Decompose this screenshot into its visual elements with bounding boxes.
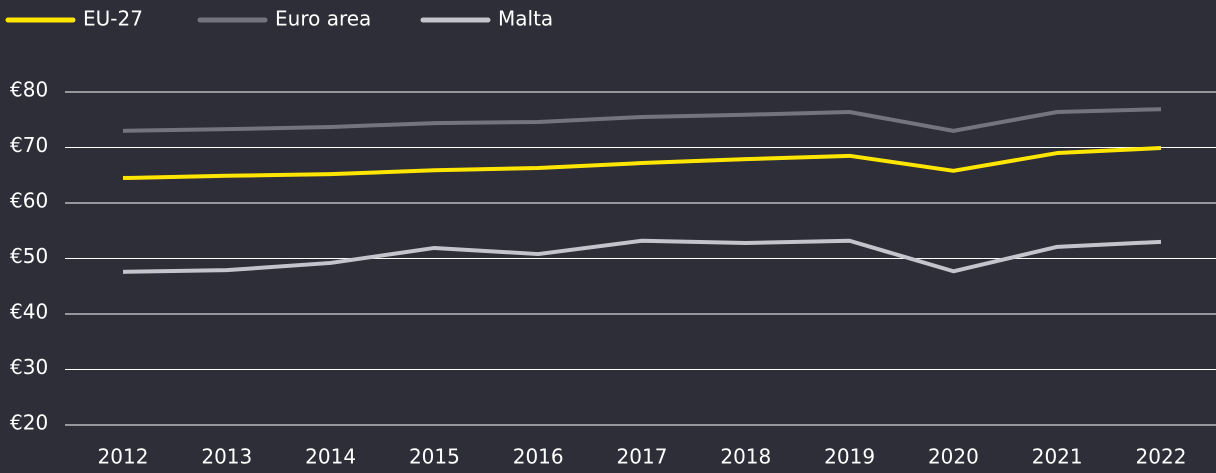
y-tick-label: €40 <box>10 300 48 324</box>
x-tick-label: 2022 <box>1136 445 1187 469</box>
legend-label: Malta <box>498 7 553 31</box>
y-tick-label: €80 <box>10 78 48 102</box>
x-tick-label: 2017 <box>617 445 668 469</box>
x-tick-label: 2020 <box>928 445 979 469</box>
x-tick-label: 2014 <box>305 445 356 469</box>
series-line <box>122 146 1162 181</box>
y-tick-label: €60 <box>10 189 48 213</box>
x-tick-label: 2016 <box>513 445 564 469</box>
y-tick-label: €70 <box>10 133 48 157</box>
x-tick-label: 2019 <box>824 445 875 469</box>
x-tick-label: 2015 <box>409 445 460 469</box>
x-tick-label: 2021 <box>1032 445 1083 469</box>
series-line <box>122 107 1162 133</box>
y-tick-label: €30 <box>10 355 48 379</box>
x-tick-label: 2013 <box>201 445 252 469</box>
y-tick-label: €50 <box>10 244 48 268</box>
legend-label: Euro area <box>275 7 371 31</box>
series-line <box>122 238 1162 274</box>
y-tick-label: €20 <box>10 411 48 435</box>
x-tick-label: 2018 <box>720 445 771 469</box>
legend-label: EU-27 <box>83 7 143 31</box>
x-tick-label: 2012 <box>98 445 149 469</box>
